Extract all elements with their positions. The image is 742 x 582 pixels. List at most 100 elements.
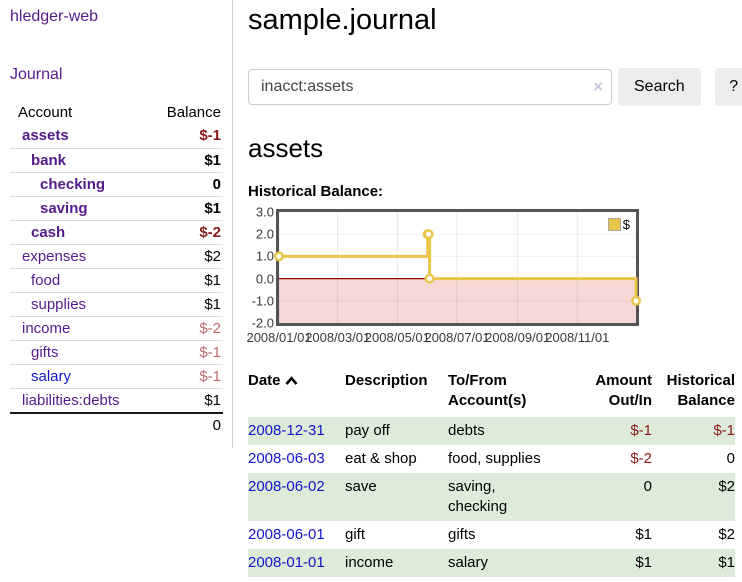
transaction-accounts: salary: [448, 554, 489, 571]
transaction-description: income: [345, 554, 394, 571]
x-tick-label: 2008/11/01: [545, 330, 610, 345]
legend-label: $: [622, 217, 630, 232]
account-link[interactable]: liabilities:debts: [22, 391, 120, 409]
y-tick-label: -1.0: [251, 293, 274, 309]
register-header-tofrom: To/From Account(s): [448, 372, 527, 409]
transaction-date-link[interactable]: 2008-06-03: [248, 450, 325, 467]
historical-balance-chart: 3.0 2.0 1.0 0.0 -1.0 -2.0 $ 2008/01/01 2008/03…: [246, 205, 742, 345]
register-row: 2008-12-31 pay off debts $-1 $-1: [248, 417, 735, 445]
transaction-amount: $1: [635, 526, 652, 543]
account-link[interactable]: expenses: [22, 247, 87, 265]
chart-legend: $: [605, 216, 632, 233]
sort-asc-icon: [285, 371, 298, 391]
search-input[interactable]: [248, 69, 612, 105]
app-title-link[interactable]: hledger-web: [10, 8, 99, 25]
register-table-body: 2008-12-31 pay off debts $-1 $-1 2008-06-03 ea…: [248, 417, 735, 577]
transaction-amount: $-1: [630, 422, 652, 439]
account-link[interactable]: supplies: [31, 295, 87, 313]
account-link[interactable]: gifts: [31, 343, 59, 361]
account-balance: $-1: [144, 339, 223, 364]
account-balance: $-1: [199, 127, 221, 145]
account-row: assets $-1: [10, 124, 223, 148]
accounts-table: Account Balance assets $-1 bank $1 checking 0…: [10, 100, 223, 437]
y-tick-label: -2.0: [251, 315, 274, 331]
x-tick-label: 2008/03/01: [305, 330, 371, 345]
account-balance: $1: [144, 267, 223, 292]
account-link[interactable]: food: [31, 271, 61, 289]
account-row: gifts $-1: [10, 339, 223, 364]
account-balance: 0: [144, 171, 223, 196]
transaction-balance: $2: [718, 478, 735, 495]
sidebar: hledger-web Journal Account Balance asse…: [0, 0, 233, 448]
x-tick-label: 2008/07/01: [424, 330, 490, 345]
account-link[interactable]: saving: [40, 199, 88, 217]
transaction-date-link[interactable]: 2008-01-01: [248, 554, 325, 571]
account-balance: $1: [144, 291, 223, 316]
account-link[interactable]: checking: [40, 175, 106, 193]
account-row: checking 0: [10, 171, 223, 196]
y-tick-label: 2.0: [255, 226, 274, 242]
clear-search-icon[interactable]: ×: [593, 77, 603, 96]
transaction-description: gift: [345, 526, 366, 543]
register-row: 2008-06-02 save saving, checking 0 $2: [248, 473, 735, 521]
accounts-table-header: Account Balance: [10, 100, 223, 124]
chart-label: Historical Balance:: [248, 183, 384, 200]
transaction-balance: $-1: [713, 422, 735, 439]
y-tick-label: 3.0: [255, 204, 274, 220]
search-button[interactable]: Search: [618, 68, 701, 106]
account-balance: $2: [144, 243, 223, 268]
transaction-description: eat & shop: [345, 450, 417, 467]
account-link[interactable]: income: [22, 319, 71, 337]
y-tick-label: 0.0: [255, 271, 274, 287]
help-button[interactable]: ?: [714, 68, 742, 106]
register-header-amount: Amount Out/In: [595, 372, 652, 409]
account-row: cash $-2: [10, 219, 223, 244]
account-balance: $-2: [144, 219, 223, 244]
legend-swatch-icon: [607, 218, 621, 231]
transaction-date-link[interactable]: 2008-06-02: [248, 478, 325, 495]
register-row: 2008-01-01 income salary $1 $1: [248, 549, 735, 577]
account-link[interactable]: assets: [22, 127, 69, 145]
register-row: 2008-06-03 eat & shop food, supplies $-2 0: [248, 445, 735, 473]
accounts-table-body: assets $-1 bank $1 checking 0 saving $1 cash $-2 e…: [10, 124, 223, 437]
account-row: bank $1: [10, 147, 223, 172]
sidebar-item-journal[interactable]: Journal: [10, 66, 63, 83]
register-header-balance: Historical Balance: [666, 372, 735, 409]
register-row: 2008-06-01 gift gifts $1 $2: [248, 521, 735, 549]
account-link[interactable]: cash: [31, 223, 66, 241]
chart-y-axis-labels: 3.0 2.0 1.0 0.0 -1.0 -2.0: [248, 205, 274, 331]
account-row: salary $-1: [10, 363, 223, 388]
accounts-total-value: 0: [144, 411, 223, 437]
transaction-balance: $2: [718, 526, 735, 543]
account-link[interactable]: bank: [31, 151, 67, 169]
account-heading: assets: [248, 133, 324, 163]
transaction-date-link[interactable]: 2008-12-31: [248, 422, 325, 439]
transaction-date-link[interactable]: 2008-06-01: [248, 526, 325, 543]
register-header-description: Description: [345, 372, 428, 389]
transaction-accounts: saving, checking: [448, 478, 508, 515]
account-balance: $1: [144, 147, 223, 172]
page-title: sample.journal: [248, 4, 437, 36]
transaction-accounts: gifts: [448, 526, 476, 543]
account-row: liabilities:debts $1: [10, 387, 223, 413]
account-row: food $1: [10, 267, 223, 292]
transaction-balance: 0: [726, 450, 735, 467]
register-table: Date Description To/From Account(s) Amoun…: [248, 369, 735, 577]
transaction-accounts: debts: [448, 422, 485, 439]
transaction-description: pay off: [345, 422, 390, 439]
transaction-accounts: food, supplies: [448, 450, 541, 467]
accounts-header-balance: Balance: [166, 103, 221, 121]
accounts-total-row: 0: [10, 411, 223, 437]
y-tick-label: 1.0: [255, 248, 274, 264]
account-balance: $-1: [144, 363, 223, 388]
transaction-amount: 0: [643, 478, 652, 495]
transaction-balance: $1: [718, 554, 735, 571]
account-row: income $-2: [10, 315, 223, 340]
x-tick-label: 2008/09/01: [485, 330, 551, 345]
account-row: supplies $1: [10, 291, 223, 316]
account-link[interactable]: salary: [31, 367, 72, 385]
main-content: sample.journal × Search ? assets Histori…: [233, 0, 742, 582]
chart-plot-area: $: [274, 209, 642, 326]
register-header-date[interactable]: Date: [248, 369, 345, 417]
x-tick-label: 2008/05/01: [364, 330, 430, 345]
